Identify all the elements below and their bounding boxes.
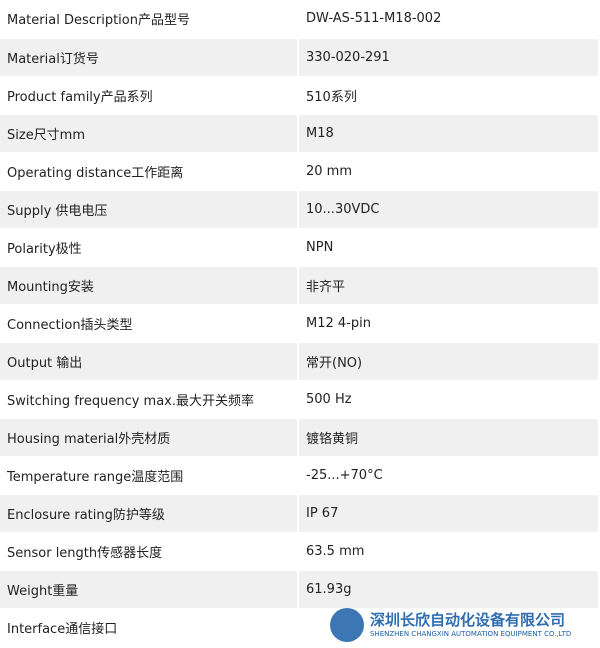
table-row: Polarity极性 NPN bbox=[0, 228, 600, 266]
watermark: 深圳长欣自动化设备有限公司 SHENZHEN CHANGXIN AUTOMATI… bbox=[330, 606, 600, 648]
value-cell: 63.5 mm bbox=[298, 532, 600, 570]
value-cell: 500 Hz bbox=[298, 380, 600, 418]
property-cell: Temperature range温度范围 bbox=[0, 456, 299, 494]
table-row: Switching frequency max.最大开关频率 500 Hz bbox=[0, 380, 600, 418]
table-row: Material订货号 330-020-291 bbox=[0, 38, 600, 76]
property-cell: Enclosure rating防护等级 bbox=[0, 494, 299, 532]
table-row: Mounting安装 非齐平 bbox=[0, 266, 600, 304]
property-cell: Sensor length传感器长度 bbox=[0, 532, 299, 570]
property-cell: Operating distance工作距离 bbox=[0, 152, 299, 190]
property-cell: Product family产品系列 bbox=[0, 76, 299, 114]
table-row: Material Description产品型号 DW-AS-511-M18-00… bbox=[0, 0, 600, 38]
table-row: Connection插头类型 M12 4-pin bbox=[0, 304, 600, 342]
property-cell: Switching frequency max.最大开关频率 bbox=[0, 380, 299, 418]
company-name: 深圳长欣自动化设备有限公司 bbox=[370, 611, 566, 629]
property-cell: Supply 供电电压 bbox=[0, 190, 299, 228]
property-cell: Housing material外壳材质 bbox=[0, 418, 299, 456]
property-cell: Size尺寸mm bbox=[0, 114, 299, 152]
value-cell: 10...30VDC bbox=[298, 190, 600, 228]
table-row: Output 输出 常开(NO) bbox=[0, 342, 600, 380]
table-row: Temperature range温度范围 -25...+70°C bbox=[0, 456, 600, 494]
table-row: Operating distance工作距离 20 mm bbox=[0, 152, 600, 190]
property-cell: Output 输出 bbox=[0, 342, 299, 380]
value-cell: 非齐平 bbox=[298, 266, 600, 304]
value-cell: 镀铬黄铜 bbox=[298, 418, 600, 456]
value-cell: 510系列 bbox=[298, 76, 600, 114]
value-cell: NPN bbox=[298, 228, 600, 266]
value-cell: -25...+70°C bbox=[298, 456, 600, 494]
table-row: Supply 供电电压 10...30VDC bbox=[0, 190, 600, 228]
value-cell: M18 bbox=[298, 114, 600, 152]
table-row: Product family产品系列 510系列 bbox=[0, 76, 600, 114]
logo bbox=[330, 608, 364, 642]
table-row: Housing material外壳材质 镀铬黄铜 bbox=[0, 418, 600, 456]
table-row: Weight重量 61.93g bbox=[0, 570, 600, 608]
property-cell: Material Description产品型号 bbox=[0, 0, 299, 38]
property-cell: Material订货号 bbox=[0, 38, 299, 76]
table-row: Enclosure rating防护等级 IP 67 bbox=[0, 494, 600, 532]
table-row: Size尺寸mm M18 bbox=[0, 114, 600, 152]
table-row: Sensor length传感器长度 63.5 mm bbox=[0, 532, 600, 570]
value-cell: DW-AS-511-M18-002 bbox=[298, 0, 600, 38]
value-cell: 330-020-291 bbox=[298, 38, 600, 76]
property-cell: Weight重量 bbox=[0, 570, 299, 608]
property-cell: Interface通信接口 bbox=[0, 608, 299, 646]
value-cell: 常开(NO) bbox=[298, 342, 600, 380]
property-cell: Polarity极性 bbox=[0, 228, 299, 266]
company-english: SHENZHEN CHANGXIN AUTOMATION EQUIPMENT C… bbox=[370, 630, 572, 638]
value-cell: M12 4-pin bbox=[298, 304, 600, 342]
property-cell: Connection插头类型 bbox=[0, 304, 299, 342]
value-cell: 20 mm bbox=[298, 152, 600, 190]
value-cell: IP 67 bbox=[298, 494, 600, 532]
value-cell: 61.93g bbox=[298, 570, 600, 608]
property-cell: Mounting安装 bbox=[0, 266, 299, 304]
